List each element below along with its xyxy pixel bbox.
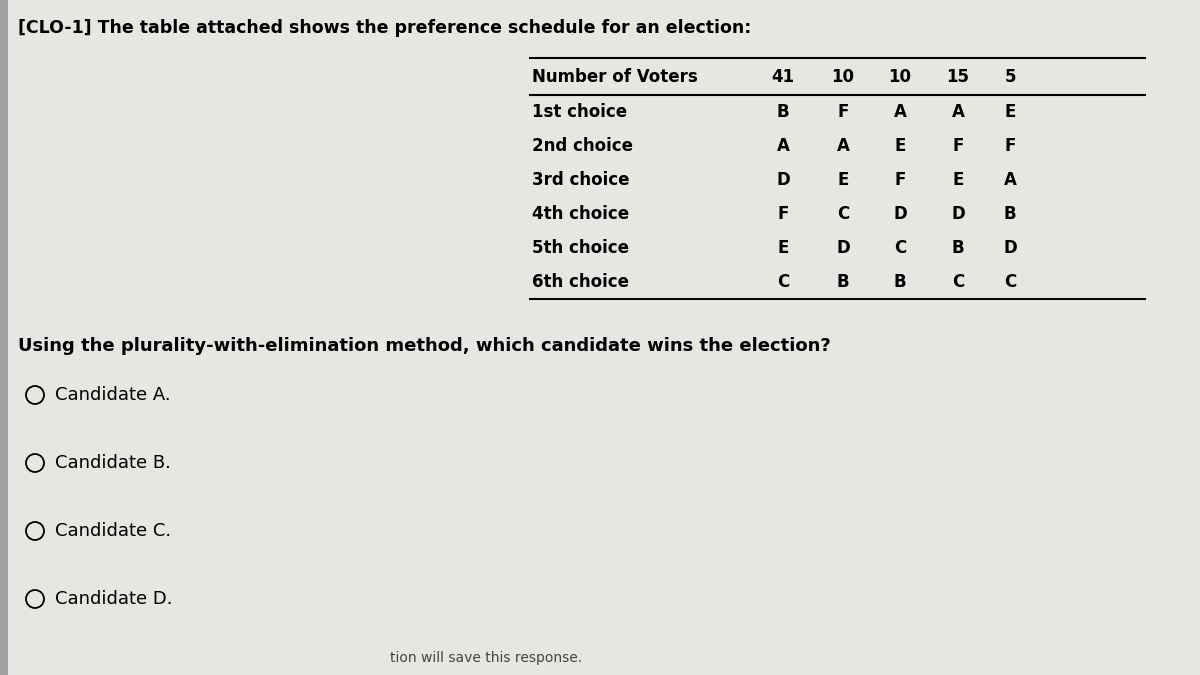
Text: A: A — [836, 137, 850, 155]
Text: 10: 10 — [888, 68, 912, 86]
Bar — [0, 0, 8, 675]
Text: E: E — [778, 239, 788, 257]
Text: 2nd choice: 2nd choice — [532, 137, 634, 155]
Text: A: A — [894, 103, 906, 121]
Text: C: C — [776, 273, 790, 291]
Text: 41: 41 — [772, 68, 794, 86]
Text: 5th choice: 5th choice — [532, 239, 629, 257]
Text: B: B — [1003, 205, 1016, 223]
Text: A: A — [1003, 171, 1016, 189]
Text: A: A — [776, 137, 790, 155]
Text: E: E — [894, 137, 906, 155]
Text: E: E — [953, 171, 964, 189]
Text: C: C — [894, 239, 906, 257]
Text: 10: 10 — [832, 68, 854, 86]
Text: D: D — [776, 171, 790, 189]
Text: 4th choice: 4th choice — [532, 205, 629, 223]
Text: Using the plurality-with-elimination method, which candidate wins the election?: Using the plurality-with-elimination met… — [18, 337, 830, 355]
Text: 5: 5 — [1004, 68, 1015, 86]
Text: Number of Voters: Number of Voters — [532, 68, 697, 86]
Text: 1st choice: 1st choice — [532, 103, 628, 121]
Text: F: F — [778, 205, 788, 223]
Text: D: D — [836, 239, 850, 257]
Text: D: D — [952, 205, 965, 223]
Text: F: F — [838, 103, 848, 121]
Text: F: F — [953, 137, 964, 155]
Text: tion will save this response.: tion will save this response. — [390, 651, 582, 665]
Text: B: B — [894, 273, 906, 291]
Text: F: F — [1004, 137, 1015, 155]
Text: 6th choice: 6th choice — [532, 273, 629, 291]
Text: Candidate B.: Candidate B. — [55, 454, 170, 472]
Text: F: F — [894, 171, 906, 189]
Text: Candidate C.: Candidate C. — [55, 522, 172, 540]
Text: C: C — [836, 205, 850, 223]
Text: Candidate D.: Candidate D. — [55, 590, 173, 608]
Text: Candidate A.: Candidate A. — [55, 386, 170, 404]
Text: B: B — [776, 103, 790, 121]
Text: B: B — [836, 273, 850, 291]
Text: B: B — [952, 239, 965, 257]
Text: D: D — [1003, 239, 1016, 257]
Text: [CLO-1] The table attached shows the preference schedule for an election:: [CLO-1] The table attached shows the pre… — [18, 19, 751, 37]
Text: 15: 15 — [947, 68, 970, 86]
Text: E: E — [838, 171, 848, 189]
Text: A: A — [952, 103, 965, 121]
Text: 3rd choice: 3rd choice — [532, 171, 630, 189]
Text: E: E — [1004, 103, 1015, 121]
Text: D: D — [893, 205, 907, 223]
Text: C: C — [1004, 273, 1016, 291]
Text: C: C — [952, 273, 964, 291]
